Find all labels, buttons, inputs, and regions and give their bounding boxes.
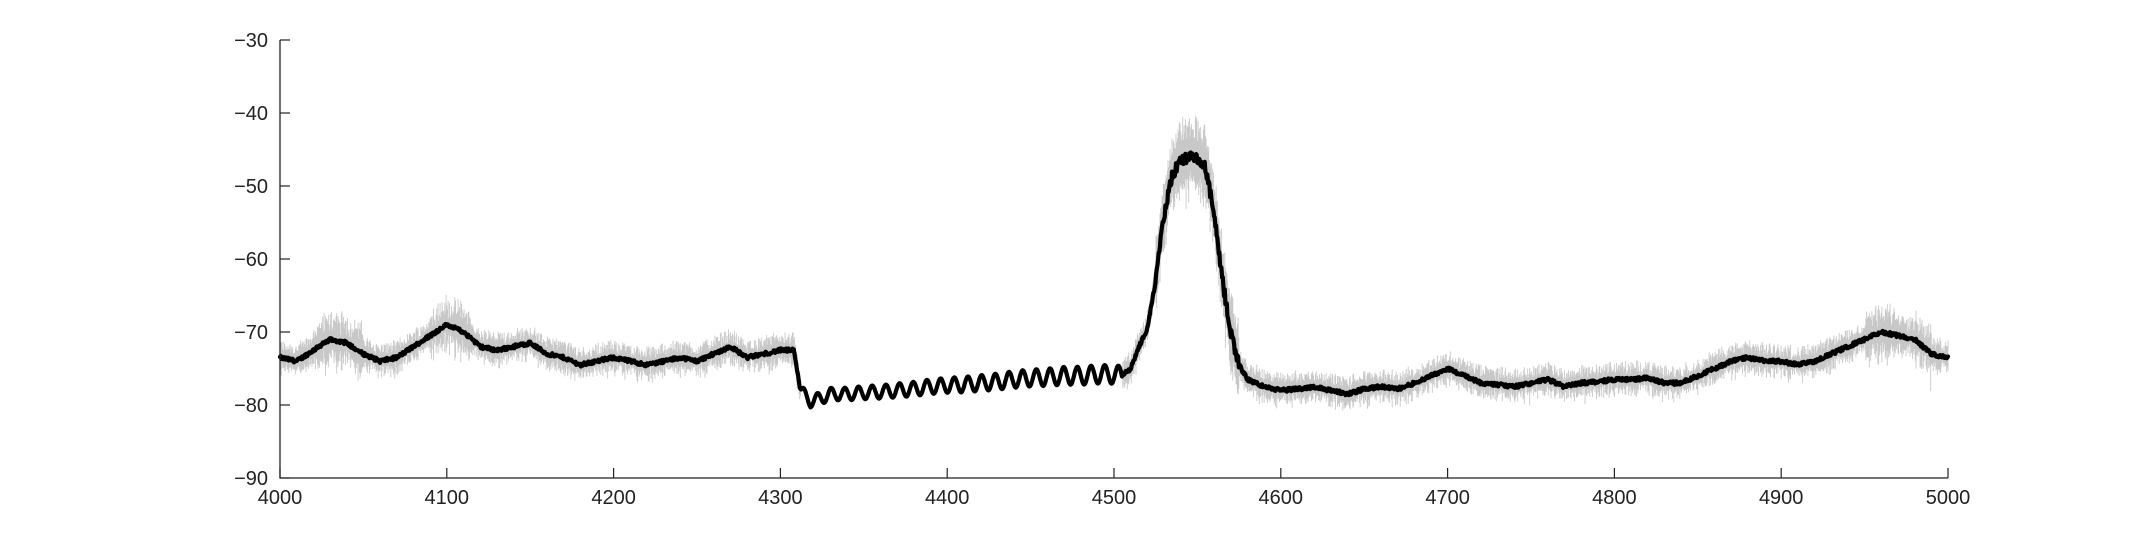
y-tick-label: −80 (234, 395, 268, 417)
series-line-group (277, 150, 1951, 410)
x-tick-label: 4500 (1092, 487, 1137, 509)
x-axis-ticks: 4000 4100 4200 4300 4400 4500 4600 4700 4800 4900… (258, 468, 1971, 509)
y-tick-label: −60 (234, 249, 268, 271)
x-tick-label: 5000 (1926, 487, 1971, 509)
y-tick-label: −50 (234, 176, 268, 198)
series-line (277, 150, 1951, 410)
axis-lines (279, 40, 1948, 479)
x-tick-label: 4900 (1759, 487, 1804, 509)
y-axis-ticks: −30 −40 −50 −60 −70 −80 −90 (234, 30, 290, 490)
y-tick-label: −70 (234, 322, 268, 344)
x-tick-label: 4600 (1259, 487, 1304, 509)
series-spread (279, 116, 1949, 411)
y-tick-label: −30 (234, 30, 268, 52)
y-tick-label: −40 (234, 103, 268, 125)
x-tick-label: 4200 (591, 487, 636, 509)
y-tick-label: −90 (234, 468, 268, 490)
axes (279, 40, 1948, 479)
x-tick-label: 4400 (925, 487, 970, 509)
x-tick-label: 4000 (258, 487, 303, 509)
x-tick-label: 4100 (425, 487, 470, 509)
x-tick-label: 4300 (758, 487, 803, 509)
x-tick-label: 4700 (1425, 487, 1470, 509)
x-tick-label: 4800 (1592, 487, 1637, 509)
spread-band (279, 116, 1949, 411)
